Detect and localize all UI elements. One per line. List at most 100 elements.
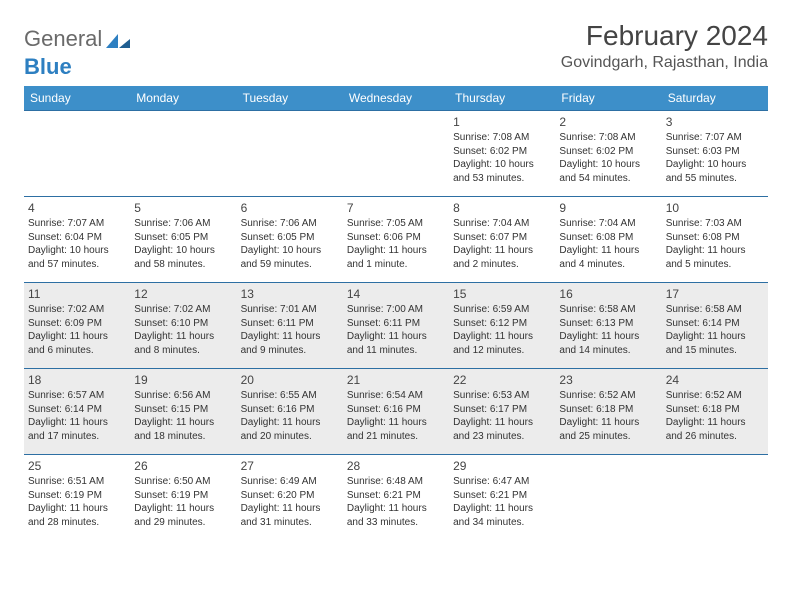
- daylight-line: Daylight: 11 hours and 21 minutes.: [347, 416, 445, 443]
- calendar-day-cell: 13Sunrise: 7:01 AMSunset: 6:11 PMDayligh…: [237, 283, 343, 369]
- daylight-line: Daylight: 11 hours and 26 minutes.: [666, 416, 764, 443]
- calendar-day-cell: 8Sunrise: 7:04 AMSunset: 6:07 PMDaylight…: [449, 197, 555, 283]
- daylight-line: Daylight: 10 hours and 59 minutes.: [241, 244, 339, 271]
- sunrise-line: Sunrise: 7:02 AM: [28, 303, 126, 317]
- calendar-day-cell: 6Sunrise: 7:06 AMSunset: 6:05 PMDaylight…: [237, 197, 343, 283]
- calendar-day-cell: 10Sunrise: 7:03 AMSunset: 6:08 PMDayligh…: [662, 197, 768, 283]
- sunset-line: Sunset: 6:09 PM: [28, 317, 126, 331]
- day-number: 15: [453, 286, 551, 302]
- daylight-line: Daylight: 11 hours and 9 minutes.: [241, 330, 339, 357]
- calendar-day-cell: 4Sunrise: 7:07 AMSunset: 6:04 PMDaylight…: [24, 197, 130, 283]
- weekday-header: Tuesday: [237, 86, 343, 111]
- daylight-line: Daylight: 11 hours and 23 minutes.: [453, 416, 551, 443]
- daylight-line: Daylight: 11 hours and 14 minutes.: [559, 330, 657, 357]
- calendar-day-cell: 25Sunrise: 6:51 AMSunset: 6:19 PMDayligh…: [24, 455, 130, 541]
- sunrise-line: Sunrise: 6:56 AM: [134, 389, 232, 403]
- sunrise-line: Sunrise: 7:04 AM: [453, 217, 551, 231]
- calendar-day-cell: 23Sunrise: 6:52 AMSunset: 6:18 PMDayligh…: [555, 369, 661, 455]
- daylight-line: Daylight: 11 hours and 34 minutes.: [453, 502, 551, 529]
- daylight-line: Daylight: 11 hours and 15 minutes.: [666, 330, 764, 357]
- weekday-header: Monday: [130, 86, 236, 111]
- calendar-empty-cell: [130, 111, 236, 197]
- day-number: 4: [28, 200, 126, 216]
- sunrise-line: Sunrise: 7:01 AM: [241, 303, 339, 317]
- daylight-line: Daylight: 10 hours and 54 minutes.: [559, 158, 657, 185]
- day-number: 18: [28, 372, 126, 388]
- sunset-line: Sunset: 6:21 PM: [347, 489, 445, 503]
- sunrise-line: Sunrise: 7:05 AM: [347, 217, 445, 231]
- calendar-week-row: 4Sunrise: 7:07 AMSunset: 6:04 PMDaylight…: [24, 197, 768, 283]
- weekday-header: Sunday: [24, 86, 130, 111]
- sunset-line: Sunset: 6:14 PM: [28, 403, 126, 417]
- daylight-line: Daylight: 11 hours and 28 minutes.: [28, 502, 126, 529]
- daylight-line: Daylight: 11 hours and 31 minutes.: [241, 502, 339, 529]
- calendar-day-cell: 28Sunrise: 6:48 AMSunset: 6:21 PMDayligh…: [343, 455, 449, 541]
- sunset-line: Sunset: 6:03 PM: [666, 145, 764, 159]
- sunrise-line: Sunrise: 7:06 AM: [241, 217, 339, 231]
- day-number: 22: [453, 372, 551, 388]
- brand-logo: General: [24, 26, 132, 52]
- sunset-line: Sunset: 6:16 PM: [347, 403, 445, 417]
- sunrise-line: Sunrise: 7:06 AM: [134, 217, 232, 231]
- day-number: 1: [453, 114, 551, 130]
- daylight-line: Daylight: 11 hours and 29 minutes.: [134, 502, 232, 529]
- sunrise-line: Sunrise: 6:57 AM: [28, 389, 126, 403]
- sunrise-line: Sunrise: 7:07 AM: [666, 131, 764, 145]
- sunset-line: Sunset: 6:08 PM: [666, 231, 764, 245]
- sunrise-line: Sunrise: 7:07 AM: [28, 217, 126, 231]
- calendar-week-row: 18Sunrise: 6:57 AMSunset: 6:14 PMDayligh…: [24, 369, 768, 455]
- calendar-week-row: 1Sunrise: 7:08 AMSunset: 6:02 PMDaylight…: [24, 111, 768, 197]
- calendar-day-cell: 3Sunrise: 7:07 AMSunset: 6:03 PMDaylight…: [662, 111, 768, 197]
- sunrise-line: Sunrise: 6:58 AM: [666, 303, 764, 317]
- daylight-line: Daylight: 10 hours and 55 minutes.: [666, 158, 764, 185]
- day-number: 28: [347, 458, 445, 474]
- sunset-line: Sunset: 6:11 PM: [241, 317, 339, 331]
- day-number: 23: [559, 372, 657, 388]
- calendar-empty-cell: [237, 111, 343, 197]
- day-number: 16: [559, 286, 657, 302]
- day-number: 9: [559, 200, 657, 216]
- daylight-line: Daylight: 11 hours and 25 minutes.: [559, 416, 657, 443]
- calendar-day-cell: 5Sunrise: 7:06 AMSunset: 6:05 PMDaylight…: [130, 197, 236, 283]
- sunrise-line: Sunrise: 7:02 AM: [134, 303, 232, 317]
- sunrise-line: Sunrise: 6:48 AM: [347, 475, 445, 489]
- sunrise-line: Sunrise: 6:51 AM: [28, 475, 126, 489]
- day-number: 21: [347, 372, 445, 388]
- calendar-day-cell: 21Sunrise: 6:54 AMSunset: 6:16 PMDayligh…: [343, 369, 449, 455]
- sunrise-line: Sunrise: 6:47 AM: [453, 475, 551, 489]
- sunset-line: Sunset: 6:19 PM: [28, 489, 126, 503]
- day-number: 10: [666, 200, 764, 216]
- calendar-empty-cell: [555, 455, 661, 541]
- calendar-table: SundayMondayTuesdayWednesdayThursdayFrid…: [24, 86, 768, 541]
- sunset-line: Sunset: 6:02 PM: [453, 145, 551, 159]
- sunrise-line: Sunrise: 6:52 AM: [559, 389, 657, 403]
- day-number: 20: [241, 372, 339, 388]
- calendar-week-row: 11Sunrise: 7:02 AMSunset: 6:09 PMDayligh…: [24, 283, 768, 369]
- daylight-line: Daylight: 11 hours and 17 minutes.: [28, 416, 126, 443]
- daylight-line: Daylight: 11 hours and 6 minutes.: [28, 330, 126, 357]
- calendar-day-cell: 19Sunrise: 6:56 AMSunset: 6:15 PMDayligh…: [130, 369, 236, 455]
- sunset-line: Sunset: 6:14 PM: [666, 317, 764, 331]
- month-title: February 2024: [561, 20, 768, 52]
- day-number: 26: [134, 458, 232, 474]
- sunset-line: Sunset: 6:18 PM: [559, 403, 657, 417]
- daylight-line: Daylight: 10 hours and 53 minutes.: [453, 158, 551, 185]
- calendar-empty-cell: [24, 111, 130, 197]
- sunset-line: Sunset: 6:20 PM: [241, 489, 339, 503]
- calendar-day-cell: 14Sunrise: 7:00 AMSunset: 6:11 PMDayligh…: [343, 283, 449, 369]
- sunset-line: Sunset: 6:10 PM: [134, 317, 232, 331]
- weekday-header: Wednesday: [343, 86, 449, 111]
- day-number: 11: [28, 286, 126, 302]
- daylight-line: Daylight: 11 hours and 4 minutes.: [559, 244, 657, 271]
- day-number: 27: [241, 458, 339, 474]
- day-number: 12: [134, 286, 232, 302]
- sunset-line: Sunset: 6:17 PM: [453, 403, 551, 417]
- day-number: 3: [666, 114, 764, 130]
- sunset-line: Sunset: 6:16 PM: [241, 403, 339, 417]
- sunrise-line: Sunrise: 7:04 AM: [559, 217, 657, 231]
- calendar-day-cell: 12Sunrise: 7:02 AMSunset: 6:10 PMDayligh…: [130, 283, 236, 369]
- calendar-day-cell: 11Sunrise: 7:02 AMSunset: 6:09 PMDayligh…: [24, 283, 130, 369]
- daylight-line: Daylight: 11 hours and 1 minute.: [347, 244, 445, 271]
- daylight-line: Daylight: 11 hours and 33 minutes.: [347, 502, 445, 529]
- calendar-day-cell: 15Sunrise: 6:59 AMSunset: 6:12 PMDayligh…: [449, 283, 555, 369]
